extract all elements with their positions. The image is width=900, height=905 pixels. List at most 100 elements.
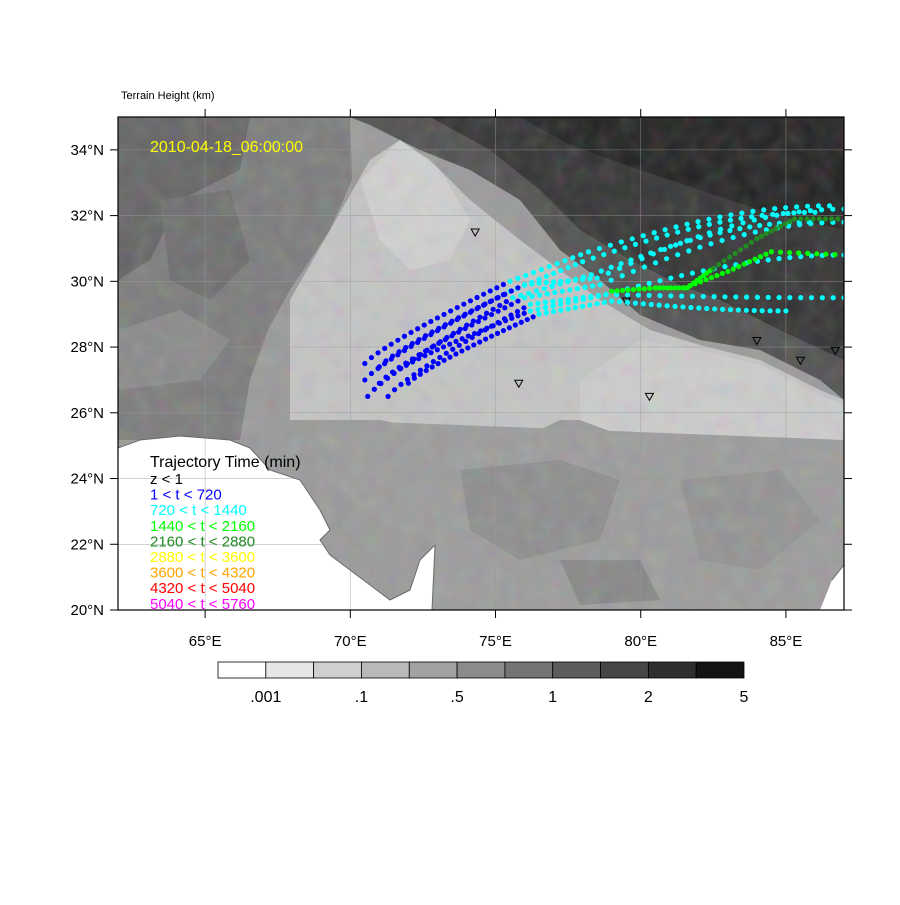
- trajectory-point: [628, 260, 634, 266]
- trajectory-point: [652, 260, 659, 266]
- trajectory-point: [774, 212, 780, 218]
- trajectory-point: [391, 387, 398, 393]
- trajectory-point: [437, 354, 443, 361]
- trajectory-point: [587, 276, 593, 282]
- y-tick-label: 28°N: [70, 339, 104, 356]
- trajectory-point: [594, 301, 600, 307]
- trajectory-point: [675, 252, 681, 258]
- trajectory-point: [552, 289, 558, 296]
- legend-entry: 2160 < t < 2880: [150, 533, 255, 550]
- trajectory-point: [759, 308, 765, 314]
- trajectory-point: [730, 266, 736, 272]
- trajectory-point: [443, 350, 449, 356]
- trajectory-point: [423, 367, 429, 374]
- trajectory-point: [590, 255, 596, 261]
- trajectory-point: [428, 318, 434, 325]
- trajectory-point: [727, 307, 734, 313]
- trajectory-point: [434, 347, 440, 353]
- trajectory-point: [524, 316, 530, 323]
- trajectory-point: [601, 299, 608, 305]
- trajectory-point: [727, 254, 733, 260]
- trajectory-point: [580, 276, 586, 282]
- trajectory-point: [680, 304, 686, 310]
- trajectory-point: [797, 222, 803, 228]
- legend-title: Trajectory Time (min): [150, 454, 301, 471]
- trajectory-point: [461, 301, 467, 307]
- trajectory-point: [717, 226, 724, 232]
- trajectory-point: [668, 275, 674, 281]
- trajectory-point: [704, 305, 710, 312]
- trajectory-point: [502, 305, 508, 311]
- trajectory-point: [609, 288, 615, 294]
- trajectory-point: [536, 280, 542, 286]
- trajectory-point: [632, 241, 639, 247]
- trajectory-point: [706, 230, 712, 236]
- station-marker: [795, 356, 806, 366]
- trajectory-point: [587, 302, 593, 308]
- trajectory-point: [696, 224, 702, 230]
- trajectory-point: [543, 273, 549, 280]
- trajectory-point: [474, 294, 480, 301]
- trajectory-point: [403, 344, 409, 351]
- station-marker: [752, 336, 762, 346]
- trajectory-point: [442, 322, 448, 328]
- trajectory-point: [500, 281, 507, 288]
- trajectory-point: [542, 305, 549, 311]
- trajectory-point: [787, 294, 793, 301]
- trajectory-point: [641, 264, 648, 270]
- trajectory-point: [490, 323, 496, 329]
- trajectory-point: [632, 300, 639, 306]
- trajectory-point: [808, 295, 815, 301]
- trajectory-point: [738, 215, 744, 221]
- station-marker: [644, 392, 655, 402]
- trajectory-point: [830, 295, 836, 301]
- trajectory-point: [622, 245, 628, 251]
- colorbar-label: 2: [644, 689, 653, 706]
- trajectory-point: [841, 219, 844, 225]
- trajectory-point: [365, 393, 371, 399]
- colorbar: .001 .1 .5 1 2 5: [217, 661, 749, 706]
- trajectory-point: [483, 310, 490, 316]
- trajectory-point: [362, 360, 368, 367]
- trajectory-point: [619, 287, 626, 293]
- colorbar-box: [552, 661, 601, 679]
- trajectory-point: [752, 229, 758, 235]
- trajectory-point: [508, 288, 514, 294]
- trajectory-point: [506, 325, 512, 331]
- trajectory-point: [502, 318, 509, 324]
- trajectory-point: [636, 286, 642, 292]
- trajectory-point: [557, 301, 564, 307]
- trajectory-point: [429, 364, 435, 370]
- trajectory-point: [557, 297, 564, 303]
- trajectory-point: [772, 206, 778, 212]
- trajectory-point: [712, 306, 718, 312]
- trajectory-point: [658, 246, 664, 253]
- trajectory-point: [453, 338, 459, 345]
- trajectory-point: [668, 293, 674, 299]
- trajectory-point: [640, 301, 646, 307]
- trajectory-point: [558, 278, 564, 284]
- legend-entry: 3600 < t < 4320: [150, 565, 255, 582]
- trajectory-point: [573, 298, 579, 304]
- trajectory-point: [388, 341, 394, 347]
- trajectory-point: [430, 358, 436, 365]
- trajectory-point: [684, 238, 690, 244]
- trajectory-point: [455, 329, 462, 335]
- trajectory-point: [766, 221, 773, 227]
- trajectory-point: [640, 233, 646, 239]
- trajectory-point: [777, 223, 784, 229]
- trajectory-point: [398, 381, 404, 387]
- trajectory-point: [630, 286, 637, 293]
- trajectory-point: [735, 307, 742, 313]
- trajectory-point: [815, 203, 822, 209]
- trajectory-points: [362, 203, 844, 399]
- trajectory-point: [765, 294, 771, 300]
- trajectory-point: [565, 300, 571, 306]
- trajectory-point: [695, 234, 701, 240]
- trajectory-point: [509, 315, 515, 321]
- trajectory-point: [841, 206, 844, 212]
- trajectory-point: [646, 280, 652, 286]
- trajectory-point: [763, 227, 769, 233]
- trajectory-point: [804, 216, 810, 222]
- x-tick-label: 85°E: [770, 633, 803, 650]
